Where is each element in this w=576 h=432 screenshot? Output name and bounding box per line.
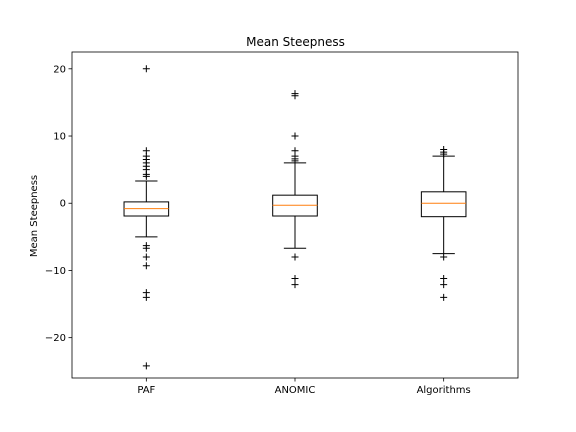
plot-area-frame xyxy=(71,51,519,379)
outlier-point xyxy=(142,65,150,73)
y-tick-label: 10 xyxy=(53,132,66,143)
outlier-point xyxy=(440,150,448,158)
box-group xyxy=(272,90,318,289)
outlier-point xyxy=(291,157,299,165)
x-tick-label: Algorithms xyxy=(417,385,471,396)
y-axis-ticks: −20 −10 0 10 20 xyxy=(45,64,72,344)
chart-title: Mean Steepness xyxy=(246,35,345,49)
iqr-box xyxy=(420,191,467,218)
outlier-point xyxy=(142,362,150,370)
outlier-point xyxy=(142,172,150,180)
outlier-point xyxy=(142,262,150,270)
y-tick-label: 0 xyxy=(60,199,66,210)
x-axis-ticks: PAF ANOMIC Algorithms xyxy=(137,378,471,396)
box-group xyxy=(123,65,170,370)
outlier-point xyxy=(142,244,150,252)
box-series xyxy=(123,65,467,370)
y-tick-label: 20 xyxy=(53,64,66,75)
y-tick-label: −20 xyxy=(45,333,66,344)
outlier-point xyxy=(440,275,448,283)
box-group xyxy=(420,145,467,301)
y-axis-label: Mean Steepness xyxy=(29,175,40,257)
outlier-point xyxy=(440,281,448,289)
outlier-point xyxy=(291,92,299,100)
y-tick-label: −10 xyxy=(45,266,66,277)
outlier-point xyxy=(142,293,150,301)
x-tick-label: PAF xyxy=(137,385,155,396)
outlier-point xyxy=(440,253,448,261)
outlier-point xyxy=(291,253,299,261)
outlier-point xyxy=(291,281,299,289)
outlier-point xyxy=(291,275,299,283)
outlier-point xyxy=(291,132,299,140)
x-tick-label: ANOMIC xyxy=(275,385,316,396)
outlier-point xyxy=(440,293,448,301)
outlier-point xyxy=(142,253,150,261)
